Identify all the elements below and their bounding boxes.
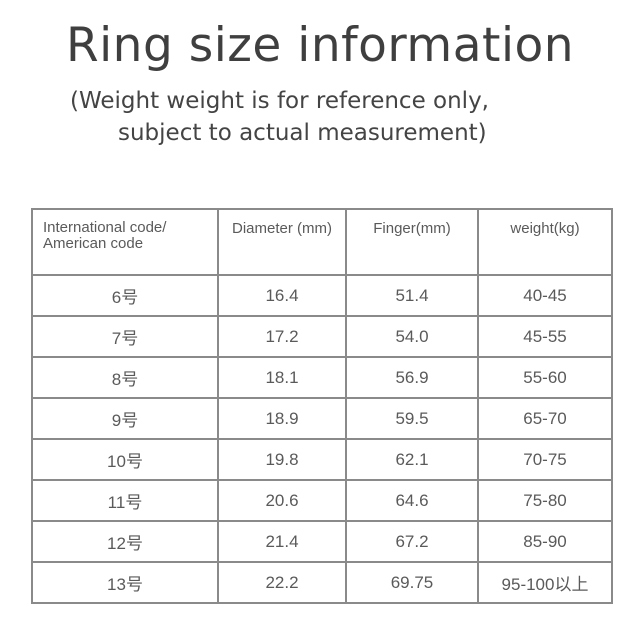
cell-finger: 51.4 [345, 274, 479, 317]
cell-diameter: 22.2 [217, 561, 347, 604]
header-finger: Finger(mm) [345, 208, 479, 276]
cell-code: 11号 [31, 479, 219, 522]
cell-code: 7号 [31, 315, 219, 358]
cell-diameter: 17.2 [217, 315, 347, 358]
cell-finger: 69.75 [345, 561, 479, 604]
cell-diameter: 20.6 [217, 479, 347, 522]
cell-finger: 67.2 [345, 520, 479, 563]
cell-code: 9号 [31, 397, 219, 440]
cell-weight: 95-100以上 [477, 561, 613, 604]
cell-code: 12号 [31, 520, 219, 563]
subtitle-line-2: subject to actual measurement) [118, 120, 487, 146]
cell-finger: 54.0 [345, 315, 479, 358]
table-row: 13号 22.2 69.75 95-100以上 [31, 561, 613, 604]
cell-code: 10号 [31, 438, 219, 481]
header-code: International code/ American code [31, 208, 219, 276]
table-header-row: International code/ American code Diamet… [31, 208, 613, 276]
cell-weight: 75-80 [477, 479, 613, 522]
cell-diameter: 21.4 [217, 520, 347, 563]
table-row: 10号 19.8 62.1 70-75 [31, 438, 613, 481]
cell-diameter: 16.4 [217, 274, 347, 317]
cell-weight: 85-90 [477, 520, 613, 563]
cell-finger: 64.6 [345, 479, 479, 522]
cell-finger: 59.5 [345, 397, 479, 440]
cell-diameter: 18.1 [217, 356, 347, 399]
header-weight: weight(kg) [477, 208, 613, 276]
table-row: 6号 16.4 51.4 40-45 [31, 274, 613, 317]
ring-size-table: International code/ American code Diamet… [31, 208, 613, 604]
cell-diameter: 18.9 [217, 397, 347, 440]
cell-weight: 40-45 [477, 274, 613, 317]
cell-code: 13号 [31, 561, 219, 604]
cell-finger: 62.1 [345, 438, 479, 481]
table-row: 8号 18.1 56.9 55-60 [31, 356, 613, 399]
cell-finger: 56.9 [345, 356, 479, 399]
table-row: 12号 21.4 67.2 85-90 [31, 520, 613, 563]
page-title: Ring size information [65, 18, 575, 73]
table-row: 9号 18.9 59.5 65-70 [31, 397, 613, 440]
cell-weight: 55-60 [477, 356, 613, 399]
table-row: 7号 17.2 54.0 45-55 [31, 315, 613, 358]
cell-weight: 45-55 [477, 315, 613, 358]
cell-weight: 70-75 [477, 438, 613, 481]
cell-diameter: 19.8 [217, 438, 347, 481]
cell-code: 6号 [31, 274, 219, 317]
table-row: 11号 20.6 64.6 75-80 [31, 479, 613, 522]
cell-weight: 65-70 [477, 397, 613, 440]
subtitle-line-1: (Weight weight is for reference only, [70, 88, 489, 114]
cell-code: 8号 [31, 356, 219, 399]
header-diameter: Diameter (mm) [217, 208, 347, 276]
